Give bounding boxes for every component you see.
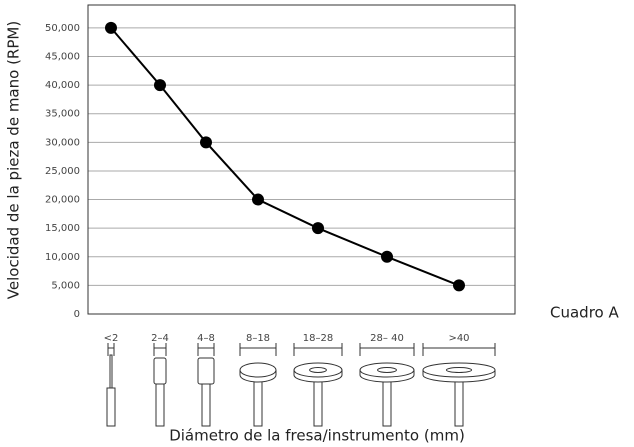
bur-shank [313,377,323,427]
data-point [312,222,324,235]
bur-shank [454,377,464,427]
bur-shank [382,377,392,427]
bur-head [197,357,215,385]
data-point [252,193,264,206]
x-tick-label: 4–8 [197,333,215,344]
x-tick-label: 2–4 [151,333,169,344]
series-line [110,27,460,287]
x-tick-label: <2 [104,333,119,344]
y-tick-label: 30,000 [45,137,80,148]
bur-shank [253,377,263,427]
plot-frame [87,4,516,315]
disc [239,362,277,378]
data-point [105,21,117,34]
y-tick-label: 50,000 [45,23,80,34]
y-tick-label: 0 [74,309,80,320]
y-tick-label: 45,000 [45,52,80,63]
data-point [381,250,393,263]
y-tick-label: 5,000 [51,280,80,291]
data-point [453,279,465,292]
x-tick-label: 8–18 [246,333,270,344]
y-tick-label: 35,000 [45,109,80,120]
y-tick-label: 15,000 [45,223,80,234]
disc-hole [309,367,327,373]
x-tick-label: >40 [448,333,469,344]
data-point [200,136,212,149]
bur-shank [106,387,116,427]
y-tick-label: 25,000 [45,166,80,177]
y-tick-label: 10,000 [45,252,80,263]
disc-hole [445,367,473,373]
bur-shank [155,379,165,427]
x-axis-label: Diámetro de la fresa/instrumento (mm) [169,427,465,445]
data-point [154,79,166,92]
y-axis-label: Velocidad de la pieza de mano (RPM) [5,21,23,299]
bur-head [153,357,167,385]
disc-hole [377,367,397,373]
y-tick-label: 20,000 [45,195,80,206]
annotation: Cuadro A [550,304,619,322]
bur-shank [201,379,211,427]
x-tick-label: 18–28 [303,333,333,344]
x-tick-label: 28– 40 [370,333,404,344]
y-tick-label: 40,000 [45,80,80,91]
